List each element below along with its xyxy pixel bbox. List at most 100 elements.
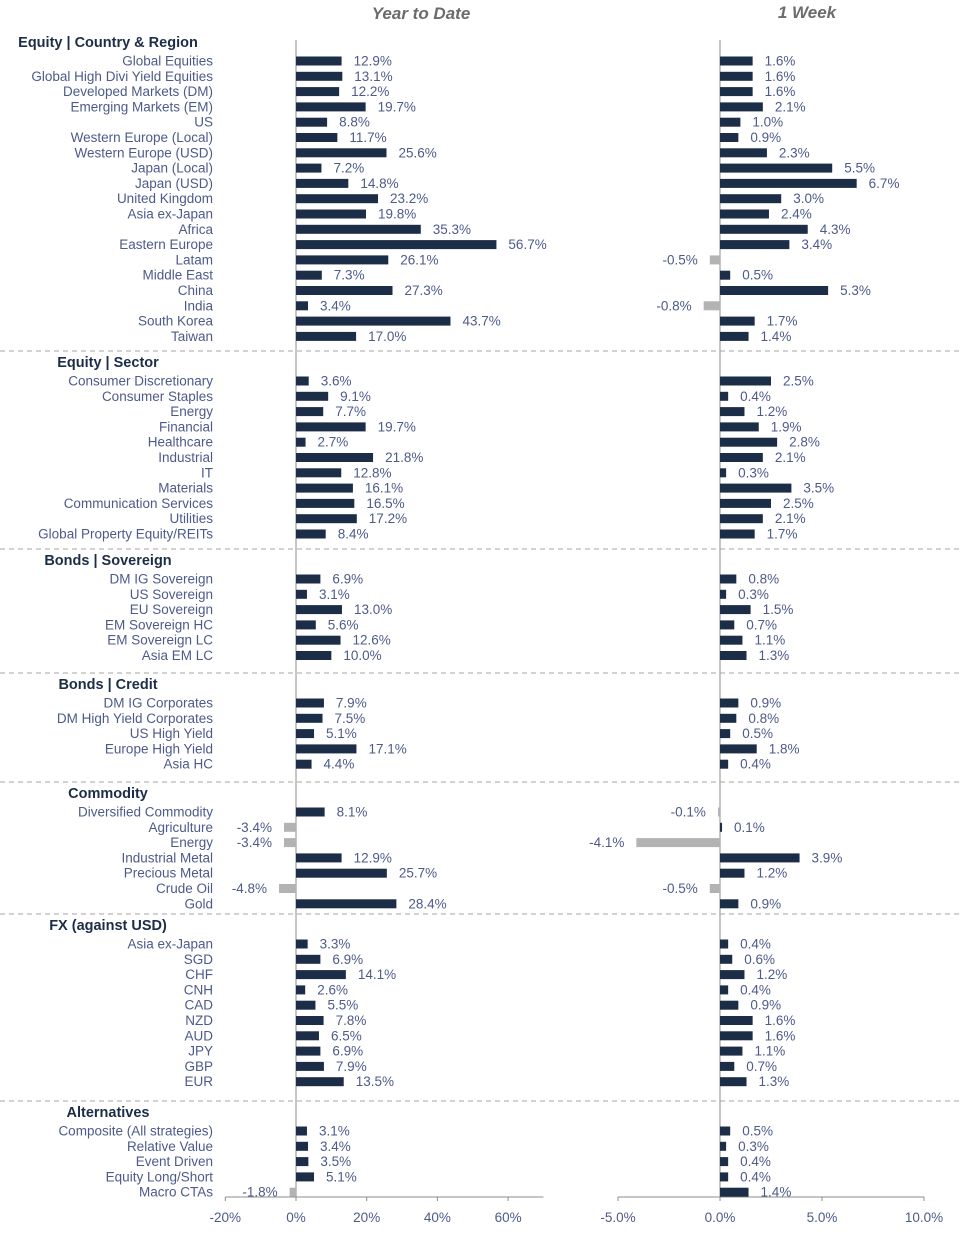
wk-bar xyxy=(720,1046,743,1056)
wk-bar xyxy=(709,255,720,265)
row-label: Precious Metal xyxy=(124,866,213,881)
row-label: Consumer Discretionary xyxy=(68,374,213,389)
ytd-value-label: 3.1% xyxy=(319,1124,350,1139)
wk-bar xyxy=(703,301,720,311)
ytd-value-label: 19.8% xyxy=(378,207,416,222)
ytd-bar xyxy=(296,899,397,909)
row-label: Europe High Yield xyxy=(105,741,213,756)
wk-bar xyxy=(720,163,833,173)
wk-bar xyxy=(720,453,763,462)
wk-bar xyxy=(720,286,829,295)
ytd-bar xyxy=(296,985,306,995)
row-label: DM High Yield Corporates xyxy=(57,711,213,726)
wk-value-label: -0.8% xyxy=(656,298,691,313)
ytd-bar xyxy=(296,1061,324,1071)
wk-bar xyxy=(720,514,763,524)
wk-value-label: 2.1% xyxy=(775,511,806,526)
row-label: EM Sovereign LC xyxy=(107,633,213,648)
ytd-value-label: 3.5% xyxy=(320,1154,351,1169)
wk-bar xyxy=(720,1000,739,1010)
wk-bar xyxy=(720,331,749,341)
group-header: Commodity xyxy=(68,786,148,802)
ytd-bar xyxy=(296,498,355,508)
ytd-bar xyxy=(296,407,324,417)
wk-value-label: 0.9% xyxy=(750,998,781,1013)
ytd-bar xyxy=(296,635,341,645)
row-label: EUR xyxy=(184,1074,213,1089)
row-label: IT xyxy=(201,465,213,480)
wk-value-label: 1.6% xyxy=(765,84,796,99)
wk-value-label: 0.8% xyxy=(748,572,779,587)
ytd-tick-label: 60% xyxy=(495,1210,522,1225)
row-label: JPY xyxy=(188,1044,213,1059)
ytd-value-label: 7.5% xyxy=(335,711,366,726)
ytd-value-label: 17.2% xyxy=(369,511,407,526)
wk-bar xyxy=(720,729,731,739)
ytd-value-label: 9.1% xyxy=(340,389,371,404)
ytd-value-label: 16.1% xyxy=(365,481,403,496)
ytd-value-label: -4.8% xyxy=(232,881,267,896)
wk-bar xyxy=(636,838,720,848)
row-label: SGD xyxy=(184,952,214,967)
ytd-bar xyxy=(296,117,328,127)
wk-value-label: 0.8% xyxy=(748,711,779,726)
ytd-value-label: 8.4% xyxy=(338,527,369,542)
wk-bar xyxy=(720,1031,753,1041)
group-header: Bonds | Sovereign xyxy=(44,553,171,569)
group-header: FX (against USD) xyxy=(49,918,167,934)
wk-bar xyxy=(720,899,739,909)
row-label: Relative Value xyxy=(127,1139,213,1154)
row-label: India xyxy=(184,298,214,313)
ytd-bar xyxy=(296,224,421,234)
ytd-bar xyxy=(296,620,316,630)
row-label: United Kingdom xyxy=(117,191,213,206)
wk-bar xyxy=(720,1157,729,1167)
ytd-value-label: 13.0% xyxy=(354,602,392,617)
wk-bar xyxy=(720,939,729,949)
wk-value-label: 1.6% xyxy=(765,1028,796,1043)
ytd-bar xyxy=(296,422,366,432)
wk-bar xyxy=(720,270,731,280)
wk-value-label: 1.5% xyxy=(763,602,794,617)
ytd-bar xyxy=(296,698,324,708)
ytd-bar xyxy=(296,87,340,97)
row-label: Japan (Local) xyxy=(131,161,213,176)
ytd-value-label: 6.5% xyxy=(331,1028,362,1043)
wk-bar xyxy=(720,605,751,615)
wk-value-label: 2.1% xyxy=(775,450,806,465)
ytd-value-label: 16.5% xyxy=(366,496,404,511)
ytd-value-label: 28.4% xyxy=(408,896,446,911)
wk-bar xyxy=(720,1077,747,1087)
wk-value-label: 5.3% xyxy=(840,283,871,298)
wk-value-label: 0.4% xyxy=(740,389,771,404)
ytd-value-label: 8.8% xyxy=(339,115,370,130)
row-label: CNH xyxy=(184,982,213,997)
wk-bar xyxy=(720,853,800,863)
ytd-bar xyxy=(296,744,357,754)
row-label: Industrial Metal xyxy=(121,850,213,865)
row-label: Consumer Staples xyxy=(102,389,213,404)
wk-bar xyxy=(720,498,771,508)
wk-bar xyxy=(720,133,739,142)
wk-bar xyxy=(720,468,727,478)
wk-bar xyxy=(720,698,739,708)
ytd-value-label: 7.3% xyxy=(334,268,365,283)
group-header: Equity | Sector xyxy=(57,355,159,371)
wk-value-label: 0.5% xyxy=(742,268,773,283)
row-label: GBP xyxy=(184,1059,213,1074)
wk-value-label: -0.1% xyxy=(671,805,706,820)
ytd-bar xyxy=(296,853,342,863)
ytd-bar xyxy=(296,759,312,769)
wk-value-label: 3.5% xyxy=(803,481,834,496)
row-label: Global Equities xyxy=(122,54,213,69)
wk-value-label: 0.4% xyxy=(740,937,771,952)
row-label: Financial xyxy=(159,419,213,434)
wk-value-label: 1.0% xyxy=(752,115,783,130)
ytd-value-label: 19.7% xyxy=(378,419,416,434)
wk-value-label: 0.7% xyxy=(746,617,777,632)
ytd-value-label: 7.2% xyxy=(333,161,364,176)
wk-value-label: 0.9% xyxy=(750,696,781,711)
wk-bar xyxy=(720,1016,753,1025)
ytd-bar xyxy=(296,376,309,386)
